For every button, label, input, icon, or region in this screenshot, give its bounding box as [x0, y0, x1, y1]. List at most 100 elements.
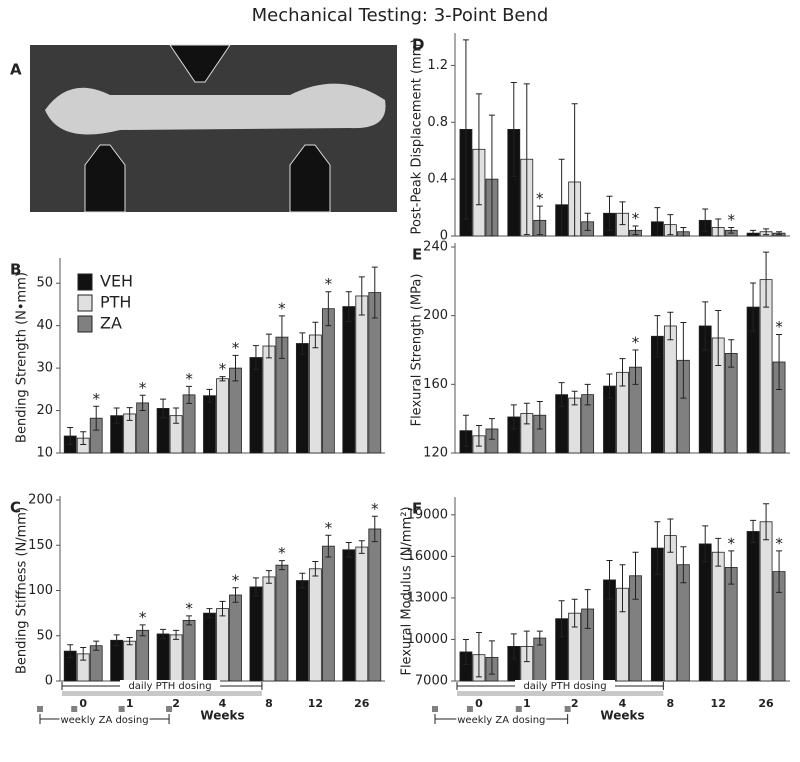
y-tick-label: 10000 [407, 632, 448, 647]
bar [203, 395, 216, 454]
supports [84, 144, 331, 213]
error-bar [299, 572, 306, 589]
error-bar [488, 114, 495, 237]
panel-label: C [10, 499, 21, 517]
x-tick-label: 2 [172, 697, 180, 710]
x-tick-label: 2 [571, 697, 579, 710]
error-bar [299, 332, 306, 355]
error-bar [632, 349, 639, 385]
bar [203, 612, 216, 682]
error-bar [126, 637, 133, 646]
error-bar [632, 225, 639, 236]
error-bar [312, 561, 319, 577]
error-bar [728, 339, 735, 368]
error-bar [510, 81, 517, 177]
error-bar [654, 315, 661, 358]
bar [308, 334, 322, 454]
significance-marker: * [232, 339, 240, 357]
annotation: weekly ZA dosing [60, 715, 148, 726]
error-bar [654, 207, 661, 237]
significance-marker: * [775, 534, 783, 552]
error-bar [345, 542, 352, 558]
x-tick-label: 4 [219, 697, 227, 710]
x-tick-label: 8 [265, 697, 273, 710]
legend-swatch [77, 315, 93, 333]
pth-label-bg [515, 680, 615, 692]
error-bar [67, 427, 74, 446]
bar [262, 576, 276, 682]
significance-marker: * [232, 571, 240, 589]
panel-label: D [412, 36, 424, 54]
error-bar [173, 629, 180, 640]
bar [89, 645, 103, 682]
error-bar [462, 39, 469, 220]
error-bar [523, 402, 530, 425]
error-bar [763, 228, 770, 236]
significance-marker: * [727, 211, 735, 229]
y-tick-label: 13000 [407, 590, 448, 605]
x-tick-label: 0 [79, 697, 87, 710]
error-bar [160, 398, 167, 419]
error-bar [206, 608, 213, 619]
error-bar [475, 425, 482, 447]
error-bar [312, 321, 319, 349]
error-bar [510, 404, 517, 430]
bar [262, 345, 276, 454]
y-tick-label: 1.2 [427, 58, 448, 73]
bar [355, 295, 369, 454]
error-bar [715, 537, 722, 567]
error-bar [715, 218, 722, 237]
bar [229, 594, 242, 682]
x-tick-label: 4 [619, 697, 627, 710]
bar [698, 543, 712, 682]
error-bar [278, 560, 285, 571]
error-bar [536, 401, 543, 430]
error-bar [462, 638, 469, 665]
y-axis-label: Post-Peak Displacement (mm) [410, 39, 425, 235]
error-bar [702, 525, 709, 563]
significance-marker: * [278, 544, 286, 562]
y-axis-label: Flexural Strength (MPa) [410, 274, 425, 427]
significance-marker: * [727, 534, 735, 552]
y-tick-label: 120 [423, 446, 448, 461]
panel-label: B [10, 261, 21, 279]
bar [249, 357, 263, 454]
error-bar [510, 633, 517, 660]
pth-label-bg [120, 680, 220, 692]
error-bar [232, 587, 239, 603]
error-bar [80, 431, 87, 446]
error-bar [619, 564, 626, 613]
significance-marker: * [139, 379, 147, 397]
error-bar [358, 276, 365, 316]
y-tick-label: 0 [45, 674, 53, 689]
bar [368, 528, 382, 682]
bar [295, 343, 309, 454]
error-bar [113, 407, 120, 424]
pth-band [62, 691, 262, 696]
bar [169, 634, 183, 682]
error-bar [776, 334, 783, 390]
y-tick-label: 50 [36, 628, 53, 643]
error-bar [632, 551, 639, 600]
error-bar [325, 534, 332, 558]
significance-marker: * [775, 318, 783, 336]
za-dose [37, 706, 43, 712]
bone-shape [45, 83, 386, 135]
error-bar [702, 301, 709, 351]
annotation: daily PTH dosing [128, 681, 211, 692]
y-tick-label: 240 [423, 240, 448, 255]
legend-label: ZA [100, 314, 122, 333]
y-tick-label: 40 [36, 318, 53, 333]
error-bar [763, 251, 770, 308]
error-bar [606, 373, 613, 399]
za-dose [432, 706, 438, 712]
za-dose [564, 706, 571, 712]
za-dose [118, 706, 125, 712]
error-bar [93, 640, 100, 651]
significance-marker: * [219, 360, 227, 378]
error-bar [667, 311, 674, 341]
error-bar [139, 624, 146, 637]
bar [216, 378, 229, 454]
legend-swatch [77, 294, 93, 312]
